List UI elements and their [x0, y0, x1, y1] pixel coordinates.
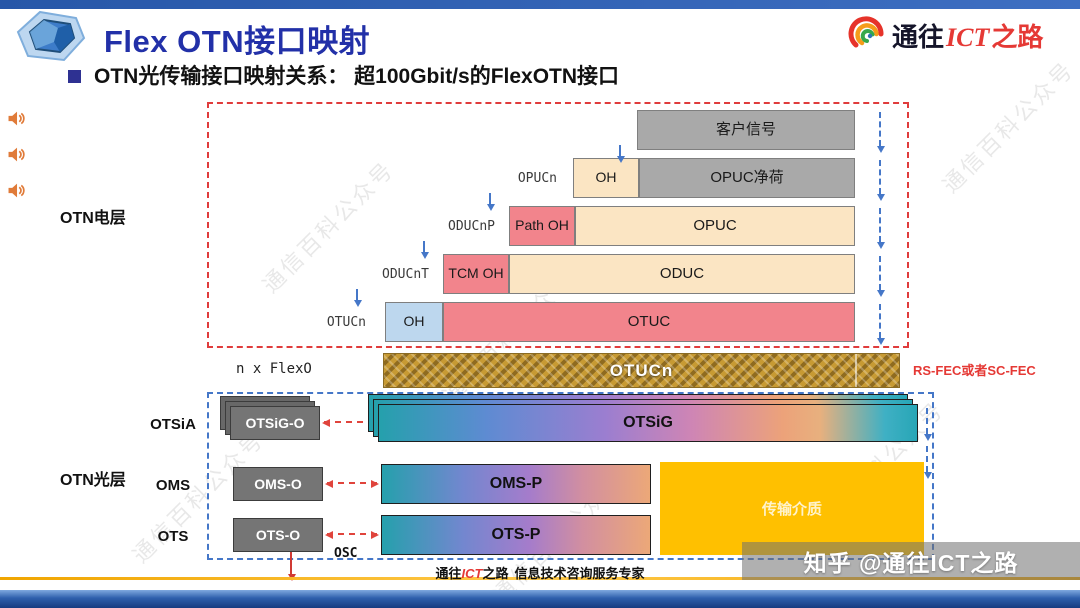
stage-label-oducnp: ODUCnP	[448, 219, 495, 234]
otucn-flexo-box: OTUCn	[383, 353, 900, 388]
otsig-o-box: OTSiG-O	[230, 406, 320, 440]
flow-down-arrow	[924, 446, 932, 479]
osc-label: OSC	[334, 546, 358, 561]
footer-tagline: 通往ICT之路 信息技术咨询服务专家	[0, 563, 1080, 582]
bottom-accent-bar	[0, 590, 1080, 608]
footer-brand-pre: 通往	[435, 566, 462, 581]
flow-down-arrow	[877, 304, 885, 345]
stage-label-otucn: OTUCn	[326, 315, 366, 330]
flow-down-arrow	[924, 408, 932, 441]
otucn-flexo-text: OTUCn	[609, 360, 674, 380]
stage-label-opucn: OPUCn	[517, 171, 557, 186]
brand-logo: 通往ICT之路	[848, 14, 1043, 57]
flexo-label: n x FlexO	[236, 361, 312, 377]
brand-ict: ICT	[946, 23, 990, 52]
oh-box-opuc: OH	[573, 158, 639, 198]
oms-o-box: OMS-O	[233, 467, 323, 501]
ots-map-arrow	[325, 531, 379, 539]
optical-layer-frame	[207, 392, 934, 560]
zhihu-credit: 知乎 @通往ICT之路	[742, 542, 1080, 580]
otsig-map-arrow	[322, 419, 376, 427]
page-title: Flex OTN接口映射	[104, 24, 371, 59]
transmission-medium-box: 传输介质	[660, 462, 924, 555]
map-down-arrow	[617, 145, 625, 163]
map-down-arrow	[354, 289, 362, 307]
fec-note: RS-FEC或者SC-FEC	[913, 363, 1036, 378]
speaker-icon	[7, 146, 26, 168]
footer-tagline-text: 信息技术咨询服务专家	[514, 566, 645, 581]
tcm-oh-box: TCM OH	[443, 254, 509, 294]
ots-o-box: OTS-O	[233, 518, 323, 552]
gem-logo-icon	[10, 8, 92, 69]
subtitle-text: OTN光传输接口映射关系： 超100Gbit/s的FlexOTN接口	[94, 65, 620, 88]
oms-label: OMS	[155, 477, 191, 494]
flow-down-arrow	[877, 256, 885, 297]
electrical-layer-label: OTN电层	[60, 210, 126, 227]
brand-flame-icon	[848, 14, 886, 57]
opuc-payload-box: OPUC净荷	[639, 158, 855, 198]
top-accent-bar	[0, 0, 1080, 9]
ots-p-box: OTS-P	[381, 515, 651, 555]
client-signal-box: 客户信号	[637, 110, 855, 150]
otsia-label: OTSiA	[150, 416, 196, 433]
flow-down-arrow	[877, 112, 885, 153]
fec-divider-line	[855, 354, 857, 387]
optical-layer-label: OTN光层	[60, 472, 126, 489]
flow-down-arrow	[877, 160, 885, 201]
oms-p-box: OMS-P	[381, 464, 651, 504]
otuc-oh-box: OH	[385, 302, 443, 342]
stage-label-oducnt: ODUCnT	[382, 267, 429, 282]
speaker-icon	[7, 182, 26, 204]
bullet-marker	[68, 70, 81, 83]
opuc-box: OPUC	[575, 206, 855, 246]
footer-brand-post: 之路	[482, 566, 509, 581]
brand-pre: 通往	[892, 22, 945, 52]
brand-text: 通往ICT之路	[892, 17, 1043, 54]
oduc-box: ODUC	[509, 254, 855, 294]
map-down-arrow	[421, 241, 429, 259]
oms-map-arrow	[325, 480, 379, 488]
footer-brand-ict: ICT	[461, 566, 483, 581]
watermark-text: 通信百科公众号	[937, 56, 1080, 198]
speaker-icon	[7, 110, 26, 132]
electrical-layer-frame	[207, 102, 909, 348]
path-oh-box: Path OH	[509, 206, 575, 246]
brand-post: 之路	[991, 22, 1044, 52]
ots-label: OTS	[157, 528, 189, 545]
map-down-arrow	[487, 193, 495, 211]
otuc-box: OTUC	[443, 302, 855, 342]
flow-down-arrow	[877, 208, 885, 249]
footer-gold-line	[0, 577, 1080, 580]
otsig-box: OTSiG	[378, 404, 918, 442]
